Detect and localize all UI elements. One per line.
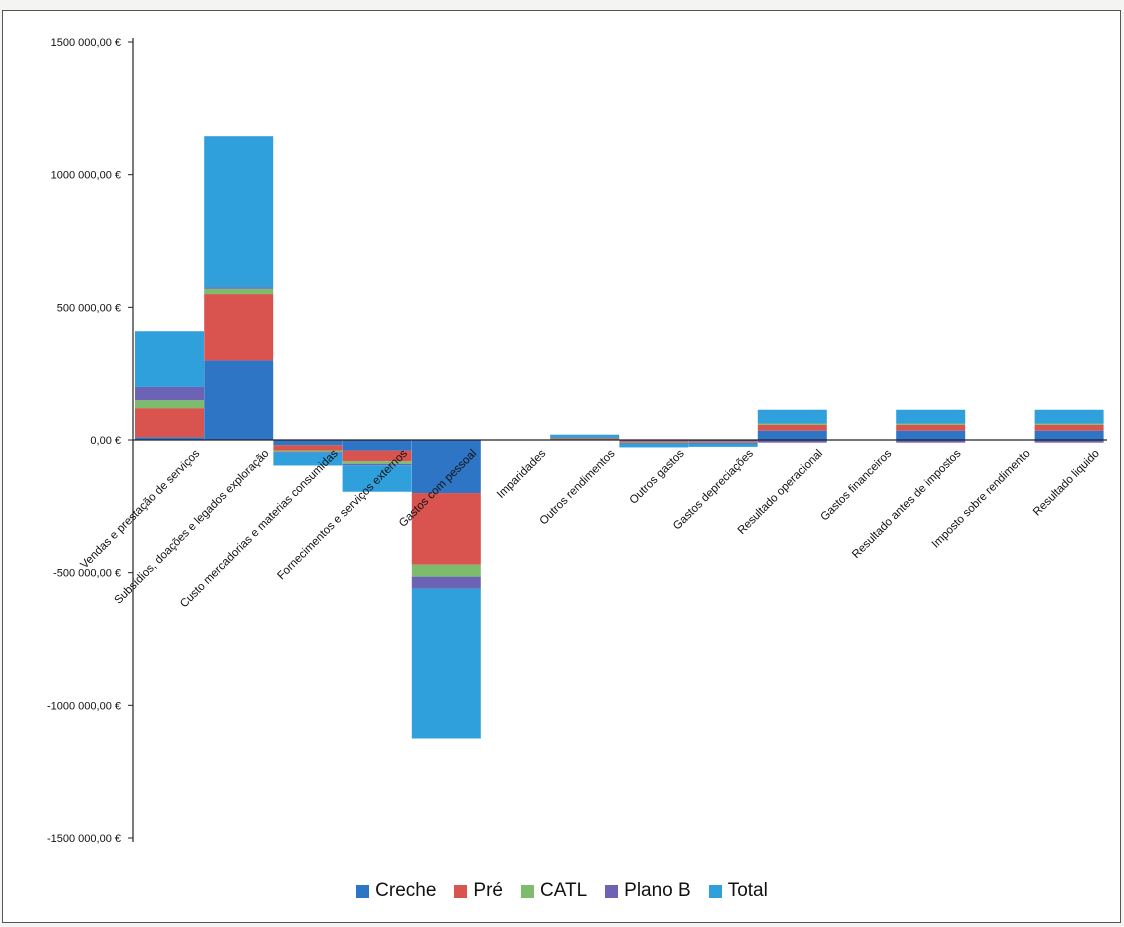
bar-pr--8: [688, 441, 758, 443]
bar-catl-6: [550, 437, 620, 439]
bar-catl-9: [757, 423, 827, 425]
bar-total-1: [204, 136, 274, 288]
bar-total-6: [550, 434, 620, 438]
bar-pr--4: [411, 493, 481, 565]
bar-plano-b-9: [757, 440, 827, 443]
bar-catl-4: [411, 564, 481, 577]
legend-swatch-total: [708, 884, 722, 898]
bar-plano-b-6: [550, 437, 620, 439]
legend-swatch-creche: [356, 884, 370, 898]
y-tick-label-3: 0,00 €: [90, 435, 121, 447]
bar-total-8: [688, 443, 758, 447]
bar-creche-7: [619, 440, 689, 442]
bar-catl-2: [273, 450, 343, 452]
legend-label-catl: CATL: [539, 880, 588, 901]
bar-catl-13: [1034, 423, 1104, 425]
y-tick-label-0: 1500 000,00 €: [51, 37, 121, 49]
bar-plano-b-13: [1034, 440, 1104, 443]
bar-creche-9: [757, 430, 827, 440]
bar-pr--1: [204, 294, 274, 361]
legend-swatch-catl: [520, 884, 534, 898]
bar-pr--0: [135, 408, 204, 438]
bar-total-3: [342, 465, 412, 492]
bar-pr--13: [1034, 424, 1104, 431]
legend-item-catl[interactable]: CATL: [520, 880, 588, 902]
y-tick-label-1: 1000 000,00 €: [51, 170, 121, 182]
bar-catl-7: [619, 442, 689, 444]
category-label-10: Gastos financeiros: [818, 447, 894, 523]
bar-creche-4: [411, 440, 481, 494]
bar-pr--11: [896, 424, 966, 431]
legend-label-plano-b: Plano B: [624, 880, 691, 901]
bar-catl-3: [342, 461, 412, 464]
legend-swatch-pre: [454, 884, 468, 898]
legend-item-pre[interactable]: Pré: [454, 880, 503, 902]
bar-creche-3: [342, 440, 412, 451]
legend-label-pre: Pré: [473, 880, 503, 901]
bar-total-4: [411, 588, 481, 739]
category-label-13: Resultado liquido: [1031, 448, 1102, 519]
bar-plano-b-7: [619, 443, 689, 444]
y-tick-label-4: -500 000,00 €: [53, 568, 121, 580]
bar-total-7: [619, 443, 689, 448]
bar-catl-1: [204, 288, 274, 295]
category-label-7: Outros gastos: [628, 447, 687, 506]
bar-total-0: [135, 331, 204, 387]
legend-swatch-plano-b: [605, 884, 619, 898]
legend-label-total: Total: [727, 880, 768, 901]
bar-creche-8: [688, 440, 758, 442]
bar-catl-11: [896, 423, 966, 425]
category-label-6: Outros rendimentos: [538, 447, 618, 527]
bar-pr--3: [342, 450, 412, 462]
legend-item-total[interactable]: Total: [708, 880, 768, 902]
bar-creche-11: [896, 430, 966, 440]
bar-plano-b-0: [135, 386, 204, 401]
bar-creche-1: [204, 360, 274, 440]
bar-total-9: [757, 409, 827, 424]
y-tick-label-6: -1500 000,00 €: [47, 833, 121, 845]
category-label-11: Resultado antes de impostos: [850, 447, 964, 561]
legend-label-creche: Creche: [375, 880, 437, 901]
category-label-2: Custo mercadorias e materias consumidas: [178, 447, 341, 610]
legend-item-creche[interactable]: Creche: [356, 880, 436, 902]
bar-creche-0: [135, 437, 204, 440]
bar-pr--2: [273, 445, 343, 451]
bar-total-2: [273, 452, 343, 466]
bar-catl-0: [135, 400, 204, 409]
category-label-5: Imparidades: [495, 447, 548, 500]
bar-creche-2: [273, 440, 343, 446]
bar-plano-b-11: [896, 440, 966, 443]
legend: Creche Pré CATL Plano B Total: [0, 880, 1124, 902]
bar-plano-b-3: [342, 463, 412, 466]
category-label-0: Vendas e prestação de serviços: [79, 447, 203, 571]
bar-total-13: [1034, 409, 1104, 424]
chart-frame: [2, 10, 1121, 923]
y-tick-label-5: -1000 000,00 €: [47, 700, 121, 712]
bar-pr--6: [550, 438, 620, 440]
category-label-1: Subsídios, doações e legados exploração: [112, 448, 271, 607]
bar-pr--7: [619, 441, 689, 443]
legend-item-plano-b[interactable]: Plano B: [605, 880, 691, 902]
bar-plano-b-1: [204, 287, 274, 289]
bar-plano-b-8: [688, 442, 758, 444]
y-tick-label-2: 500 000,00 €: [57, 302, 121, 314]
bar-total-11: [896, 409, 966, 424]
bar-plano-b-4: [411, 576, 481, 589]
bar-pr--9: [757, 424, 827, 431]
bar-creche-13: [1034, 430, 1104, 440]
bar-plano-b-2: [273, 451, 343, 453]
